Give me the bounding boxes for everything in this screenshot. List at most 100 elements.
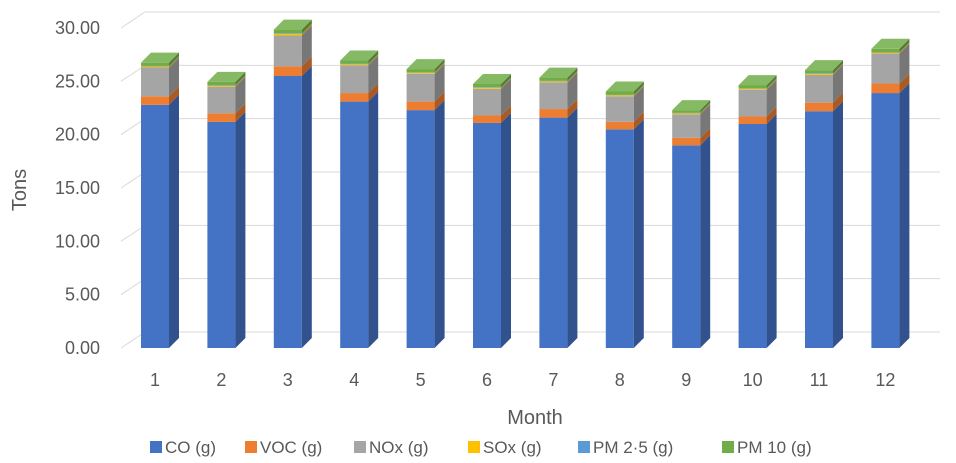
bar-segment-side (633, 119, 644, 348)
x-tick-label: 2 (216, 370, 226, 390)
bar-segment (605, 91, 634, 95)
bar-segment (539, 117, 568, 348)
bar-segment (273, 66, 302, 76)
y-tick-label: 0.00 (65, 338, 100, 358)
legend-swatch (722, 441, 734, 453)
x-tick-label: 12 (875, 370, 895, 390)
bar-segment (738, 88, 767, 90)
legend-label: NOx (g) (369, 438, 429, 457)
bar-segment-side (235, 76, 246, 114)
y-tick-label: 20.00 (55, 125, 100, 145)
bar-segment (672, 112, 701, 114)
bar-segment-side (567, 71, 578, 83)
bar-segment (406, 72, 435, 74)
bar-segment (871, 48, 900, 52)
x-tick-label: 8 (615, 370, 625, 390)
bar-segment-side (567, 107, 578, 348)
bar-segment (473, 115, 501, 123)
bar-segment-side (766, 78, 777, 89)
bar-top (805, 60, 843, 71)
bar-segment (340, 64, 369, 66)
bar-segment-side (434, 63, 445, 102)
bar-segment (738, 116, 767, 124)
x-tick-label: 3 (283, 370, 293, 390)
bar-segment (340, 65, 369, 94)
bar-segment-side (235, 111, 246, 348)
bar-segment-side (633, 81, 644, 95)
bar-segment-side (169, 56, 179, 68)
bar-segment (672, 110, 701, 113)
bar-segment-side (235, 103, 246, 122)
bar-segment (406, 72, 435, 73)
bar-segment (207, 121, 236, 348)
bar-top (406, 59, 445, 70)
bar-segment-side (501, 112, 511, 348)
bar-segment-side (501, 78, 511, 116)
bar-segment-side (368, 83, 379, 102)
y-tick-label: 30.00 (55, 18, 100, 38)
legend: CO (g) VOC (g) NOx (g) SOx (g) PM 2·5 (g) PM … (150, 438, 812, 457)
bar-segment (273, 33, 302, 34)
bar-top (273, 19, 312, 30)
bar-segment-side (766, 79, 777, 117)
bar-top (539, 67, 578, 78)
y-axis-ticks: 0.00 5.00 10.00 15.00 20.00 25.00 30.00 (55, 18, 100, 358)
bar-segment-side (833, 63, 843, 75)
bar-segment (672, 145, 701, 348)
bar-segment (406, 73, 435, 102)
bar-segment (340, 60, 369, 64)
bar-segment-side (434, 62, 445, 74)
bar-segment-side (501, 105, 511, 123)
bar-segment-side (700, 104, 711, 138)
bar-segment-side (301, 19, 312, 34)
bar-segment (805, 70, 833, 74)
y-tick-label: 5.00 (65, 285, 100, 305)
bar-segment-side (766, 75, 777, 89)
bar-segment (207, 86, 236, 114)
gridline (120, 11, 940, 29)
legend-swatch (150, 441, 162, 453)
bar-segment-side (501, 77, 511, 89)
bar-segment-side (235, 75, 246, 87)
bar-segment (539, 109, 568, 118)
bar-segment (207, 85, 236, 87)
x-tick-label: 7 (548, 370, 558, 390)
bar-segment-side (833, 60, 843, 74)
bar-segment (473, 87, 501, 89)
x-tick-label: 9 (681, 370, 691, 390)
bar-segment (141, 62, 169, 66)
bar-segment (340, 63, 369, 65)
bar-segment-side (899, 83, 910, 349)
legend-label: SOx (g) (483, 438, 542, 457)
bar-segment-side (899, 42, 910, 54)
x-tick-label: 4 (349, 370, 359, 390)
bar-segment-side (567, 67, 578, 81)
bar-segment (406, 110, 435, 348)
bar-segment (805, 74, 833, 103)
bar-segment (605, 95, 634, 97)
bar-segment-side (833, 101, 843, 348)
legend-swatch (468, 441, 480, 453)
bar-segment-side (766, 78, 777, 90)
bar-segment-side (169, 86, 179, 105)
bar-segment (738, 88, 767, 89)
bar-segment-side (434, 59, 445, 73)
bar-top (207, 71, 246, 82)
bar-segment (207, 113, 236, 122)
bar-segment (141, 104, 169, 348)
bar-segment (672, 137, 701, 146)
bar-segment-side (700, 135, 711, 348)
bar-segment-side (301, 25, 312, 67)
bar-segment (273, 35, 302, 67)
bar-top (605, 81, 644, 92)
bar-segment-side (766, 114, 777, 348)
bar-segment-side (169, 57, 179, 97)
bar-segment-side (700, 102, 711, 114)
bars (141, 19, 910, 349)
bar-segment (871, 52, 900, 54)
bar-segment (273, 33, 302, 36)
x-axis-ticks: 1 2 3 4 5 6 7 8 9 10 11 12 (150, 370, 895, 390)
bar-segment-side (700, 103, 711, 115)
legend-label: CO (g) (165, 438, 216, 457)
bar-segment (871, 51, 900, 53)
